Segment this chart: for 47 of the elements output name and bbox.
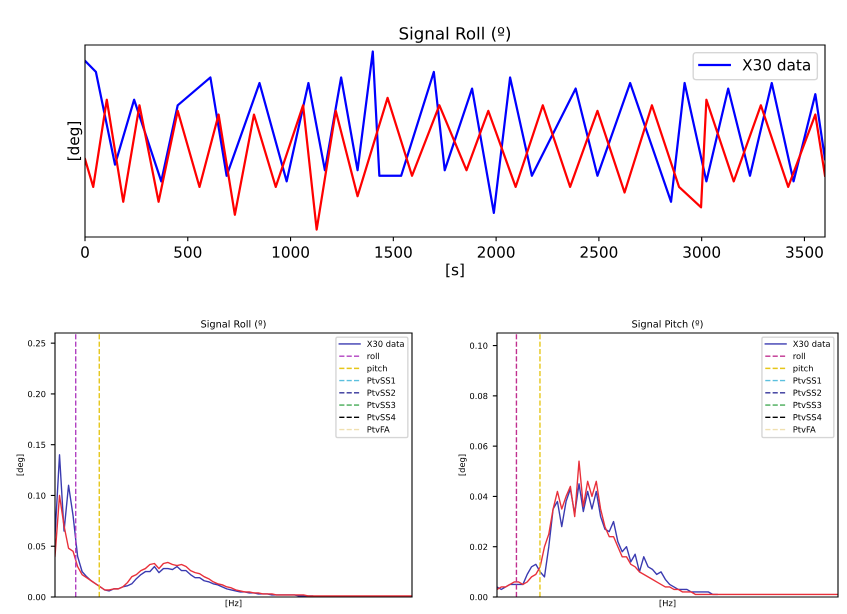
y-tick-label: 0.00	[28, 594, 46, 600]
legend-label: PtvSS1	[368, 377, 396, 384]
x-tick-label: 500	[174, 246, 202, 258]
y-tick-label: 0.25	[28, 340, 46, 346]
legend-label: pitch	[368, 364, 387, 374]
y-tick-label: 0.10	[470, 342, 488, 349]
chart-title: Signal Roll (º)	[400, 26, 510, 43]
legend-label: PtvFA	[368, 426, 390, 432]
x-axis-title: [s]	[446, 264, 464, 278]
x-tick-label: 2500	[580, 246, 618, 258]
legend-label: PtvSS2	[368, 390, 396, 396]
x-tick-label: 0	[81, 246, 89, 258]
y-tick-label: 0.00	[470, 594, 488, 600]
chart-title: Signal Roll (º)	[201, 320, 266, 330]
y-tick-label: 0.10	[28, 492, 46, 499]
legend-label: X30 data	[793, 340, 830, 347]
legend-label: pitch	[794, 364, 813, 374]
legend-label: PtvSS4	[794, 414, 822, 420]
x-axis-title: [Hz]	[660, 600, 676, 608]
y-tick-label: 0.06	[470, 443, 488, 450]
y-tick-label: 0.05	[28, 543, 46, 550]
legend-label: PtvSS2	[794, 390, 822, 396]
x-axis-title: [Hz]	[226, 600, 242, 608]
x-tick-label: 3500	[786, 246, 823, 258]
legend-label: PtvSS1	[794, 377, 822, 384]
legend-label: roll	[368, 352, 379, 360]
legend-label: roll	[794, 352, 805, 360]
legend-label: PtvSS4	[368, 414, 396, 420]
x-tick-label: 3000	[683, 246, 720, 258]
legend-label: PtvFA	[794, 426, 816, 432]
y-axis-title: [deg]	[458, 454, 467, 476]
y-tick-label: 0.08	[470, 392, 488, 400]
y-tick-label: 0.15	[28, 442, 46, 448]
x-tick-label: 1000	[272, 246, 309, 258]
x-tick-label: 1500	[376, 246, 412, 258]
y-tick-label: 0.04	[470, 493, 488, 500]
y-axis-title: [deg]	[16, 454, 25, 476]
legend-label: PtvSS3	[794, 402, 822, 408]
y-tick-label: 0.02	[470, 544, 488, 550]
line-series	[497, 460, 838, 596]
legend-label: X30 data	[742, 58, 810, 71]
y-tick-label: 0.20	[28, 390, 46, 398]
legend-label: PtvSS3	[368, 402, 396, 408]
y-axis-title: [deg]	[67, 122, 82, 160]
legend-label: X30 data	[367, 340, 404, 347]
chart-title: Signal Pitch (º)	[632, 320, 703, 330]
x-tick-label: 2000	[478, 246, 515, 258]
